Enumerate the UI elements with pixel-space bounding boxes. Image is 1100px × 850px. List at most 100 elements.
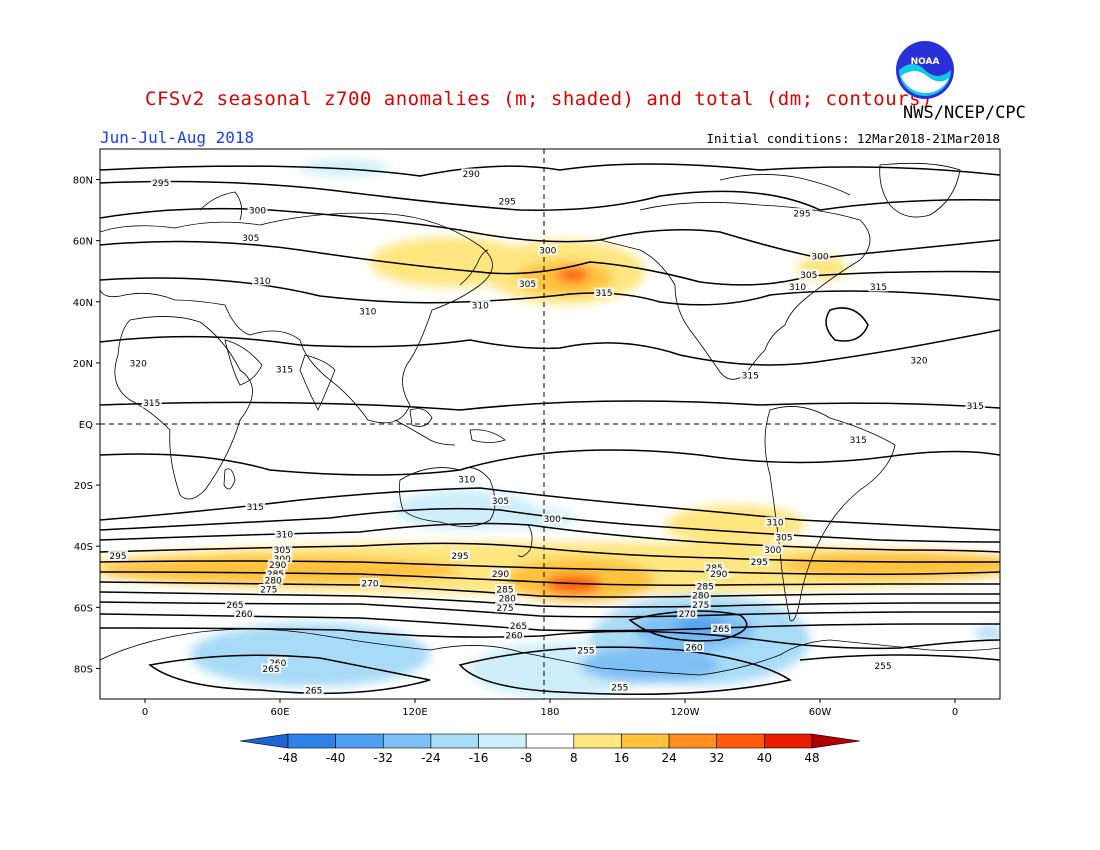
contour-label-bg [504, 629, 524, 640]
lat-tick-label: 60S [74, 603, 93, 614]
contour-label-bg [461, 168, 482, 179]
colorbar-label: -40 [326, 751, 346, 765]
contour-label: 305 [274, 546, 291, 556]
colorbar-label: -24 [421, 751, 441, 765]
map-title: CFSv2 seasonal z700 anomalies (m; shaded… [145, 88, 933, 110]
contour-label-bg [252, 275, 272, 286]
colorbar-label: 24 [661, 751, 676, 765]
contour-label: 310 [766, 518, 783, 528]
contour-label-bg [537, 244, 558, 255]
noaa-logo-text: NOAA [911, 57, 940, 67]
contour-label: 255 [874, 662, 891, 672]
contour-label: 295 [451, 552, 468, 562]
contour-label: 280 [692, 592, 709, 602]
contour-label-bg [495, 584, 515, 594]
coast-india [299, 354, 336, 411]
contour-275-south [100, 591, 1000, 608]
contour-label: 310 [253, 277, 270, 287]
contour-label: 265 [305, 686, 322, 696]
contour-label-bg [690, 599, 711, 610]
colorbar-label: 8 [570, 751, 578, 765]
lon-tick-label: 0 [952, 707, 958, 718]
anomaly-positive-se-pacific [665, 505, 805, 545]
contour-label-bg [360, 577, 380, 588]
contour-label: 315 [870, 283, 887, 293]
lon-tick-label: 60W [809, 707, 832, 718]
contour-label-bg [263, 574, 284, 585]
contour-315-tropics [100, 400, 1000, 411]
contour-label-bg [141, 397, 162, 408]
contour-label: 285 [496, 586, 513, 596]
coast-africa [114, 316, 253, 500]
contour-label-bg [704, 562, 725, 573]
contour-label: 275 [260, 586, 277, 596]
contour-label: 310 [472, 301, 489, 311]
contour-label-bg [497, 195, 518, 206]
colorbar-swatch [430, 733, 479, 749]
contour-label: 280 [265, 576, 282, 586]
colorbar-label: 16 [614, 751, 629, 765]
contour-label: 300 [544, 515, 561, 525]
contour-label: 310 [458, 476, 475, 486]
contour-label: 260 [235, 610, 252, 620]
contour-label-bg [690, 590, 711, 601]
contour-label: 300 [539, 246, 556, 256]
contour-label: 285 [697, 582, 714, 592]
contour-label: 310 [789, 283, 806, 293]
contour-label: 255 [577, 647, 594, 657]
contour-label: 265 [226, 601, 243, 611]
contour-label-bg [695, 580, 716, 591]
contour-label-bg [274, 364, 295, 374]
contour-265-low-west [148, 654, 431, 695]
contour-label: 315 [967, 402, 984, 412]
contour-280-south [100, 581, 1000, 598]
colorbar-swatch [764, 733, 813, 749]
colorbar-arrow-low [239, 733, 289, 749]
lon-tick-label: 60E [270, 707, 289, 718]
contour-label-bg [576, 645, 596, 656]
contour-315-north [100, 329, 1000, 366]
contour-label: 295 [152, 179, 169, 189]
contour-label: 315 [247, 503, 264, 513]
contour-label: 265 [510, 622, 527, 632]
contour-290-north [100, 163, 1000, 177]
contour-label: 280 [499, 595, 516, 605]
lat-tick-label: 40N [73, 298, 93, 309]
contour-label-bg [265, 568, 286, 579]
contour-label-bg [740, 370, 761, 381]
contour-label: 270 [361, 579, 378, 589]
contour-label: 305 [800, 271, 817, 281]
contour-label: 310 [359, 307, 376, 317]
contour-label-bg [245, 501, 266, 512]
contour-label-bg [792, 208, 812, 219]
colorbar-label: 40 [757, 751, 772, 765]
contour-label: 290 [492, 570, 509, 580]
anomaly-negative-arctic [300, 160, 390, 176]
contour-label: 265 [712, 625, 729, 635]
contour-label-bg [848, 434, 869, 445]
contour-label-bg [497, 593, 518, 604]
colorbar-swatch [287, 733, 336, 749]
colorbar-label: -8 [520, 751, 532, 765]
contour-label: 260 [685, 644, 702, 654]
lat-tick-label: 20N [73, 359, 93, 370]
lon-tick-label: 120W [671, 707, 700, 718]
coast-new-guinea [469, 429, 506, 443]
colorbar-swatch [525, 733, 575, 749]
contour-label: 310 [276, 531, 293, 541]
agency-label: NWS/NCEP/CPC [903, 103, 1026, 123]
latitude-axis: 80N 60N 40N 20N EQ 20S 40S 60S 80S [73, 176, 100, 675]
colorbar-label: 48 [804, 751, 819, 765]
contour-label-bg [150, 177, 171, 188]
contour-label-bg [303, 684, 324, 695]
contour-label-bg [357, 305, 378, 316]
contour-310-north [100, 277, 1000, 306]
colorbar-swatch [621, 733, 670, 749]
contour-label-bg [542, 513, 563, 524]
colorbar-swatch [335, 733, 384, 749]
colorbar-swatch [573, 733, 622, 749]
coast-japan [459, 249, 489, 286]
contour-label: 315 [742, 372, 759, 382]
contour-label: 265 [262, 665, 279, 675]
